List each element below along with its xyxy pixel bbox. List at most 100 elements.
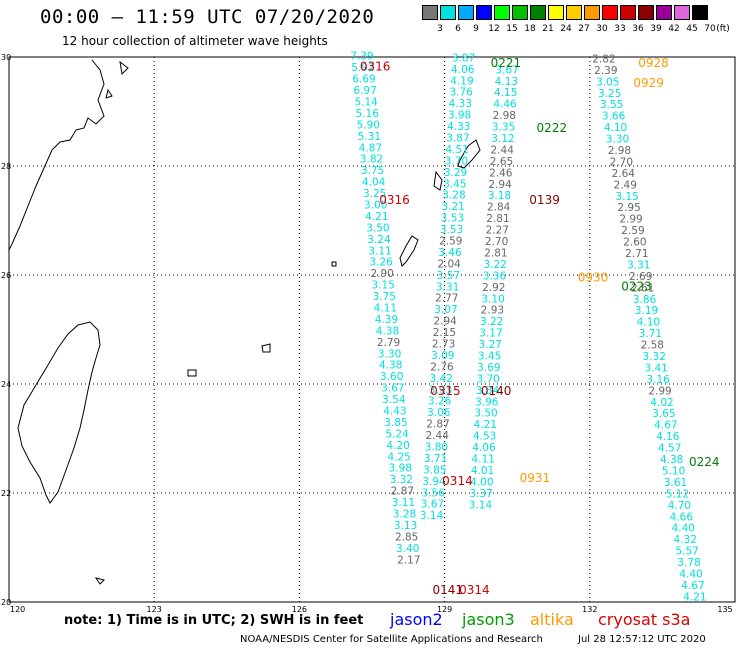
wave-height-value: 3.56 (422, 487, 446, 499)
track-a: 7.395.926.696.975.145.165.905.314.873.82… (350, 51, 420, 567)
wave-height-value: 4.20 (386, 440, 409, 452)
daito-islet (331, 261, 337, 267)
colorbar-label: 12 (488, 24, 500, 34)
track-d: 2.822.393.053.253.553.664.103.302.982.70… (592, 53, 706, 603)
wave-height-value: 2.15 (433, 327, 456, 339)
wave-height-value: 2.17 (397, 554, 420, 566)
wave-height-value: 4.19 (450, 75, 473, 87)
wave-height-value: 3.76 (449, 87, 473, 99)
wave-height-value: 4.53 (473, 431, 496, 443)
pass-time-label: 0931 (520, 471, 551, 485)
wave-height-value: 4.43 (383, 406, 406, 418)
colorbar-label: 24 (560, 24, 572, 34)
wave-height-value: 3.42 (429, 373, 452, 385)
wave-height-value: 3.46 (438, 247, 462, 259)
wave-height-value: 3.60 (380, 371, 403, 383)
legend-altika: altika (530, 610, 574, 629)
wave-height-value: 3.61 (664, 477, 687, 489)
wave-height-value: 3.45 (478, 350, 501, 362)
wave-height-value: 2.70 (610, 156, 633, 168)
wave-height-value: 3.36 (483, 270, 507, 282)
wave-height-value: 3.27 (479, 339, 502, 351)
wave-height-value: 4.40 (672, 523, 695, 535)
wave-height-value: 3.98 (389, 463, 412, 475)
wave-height-value: 4.16 (656, 431, 680, 443)
senkaku-islet (94, 577, 105, 585)
wave-height-value: 3.41 (644, 362, 667, 374)
wave-height-value: 4.21 (683, 591, 706, 603)
wave-height-value: 2.59 (621, 225, 644, 237)
wave-height-value: 4.15 (494, 87, 517, 99)
lon-tick-label: 123 (147, 605, 162, 614)
wave-height-value: 3.22 (483, 259, 506, 271)
wave-height-value: 4.40 (679, 568, 702, 580)
legend-jason2: jason2 (390, 610, 443, 629)
wave-height-value: 2.98 (493, 110, 516, 122)
wave-height-value: 3.87 (446, 132, 469, 144)
track-c: 3.674.134.154.462.983.353.122.442.652.46… (469, 64, 519, 511)
lon-tick-label: 120 (10, 605, 25, 614)
wave-height-value: 4.10 (637, 317, 660, 329)
colorbar-swatch (476, 5, 492, 20)
wave-height-value: 3.13 (394, 520, 417, 532)
wave-height-value: 3.29 (444, 167, 467, 179)
wave-height-value: 4.00 (470, 476, 493, 488)
wave-height-value: 5.14 (354, 97, 378, 109)
wave-height-value: 3.31 (436, 281, 459, 293)
wave-height-value: 5.57 (675, 546, 698, 558)
wave-height-value: 4.10 (604, 122, 627, 134)
wave-height-value: 2.85 (395, 531, 418, 543)
wave-height-value: 3.07 (434, 304, 457, 316)
colorbar-swatch (638, 5, 654, 20)
wave-height-value: 4.21 (365, 211, 388, 223)
wave-height-value: 3.75 (361, 165, 384, 177)
wave-height-value: 3.82 (360, 154, 383, 166)
track-b: 3.874.064.193.764.333.984.333.874.513.70… (420, 52, 475, 522)
wave-height-value: 4.11 (472, 453, 495, 465)
wave-height-value: 4.38 (376, 325, 399, 337)
pass-time-labels: 0316 0221 0928 0929 0222 0316 0139 0930 0223 0315… (360, 56, 720, 597)
colorbar-swatch (530, 5, 546, 20)
wave-height-value: 3.93 (429, 384, 452, 396)
wave-height-value: 4.67 (654, 420, 677, 432)
wave-height-value: 3.10 (481, 293, 504, 305)
wave-height-value: 2.64 (612, 168, 636, 180)
colorbar-label: 9 (473, 24, 479, 34)
pass-time-label: 0315 (430, 384, 461, 398)
wave-height-value: 3.67 (421, 499, 444, 511)
wave-height-value: 4.38 (379, 360, 402, 372)
lon-tick-label: 135 (717, 605, 732, 614)
wave-height-value: 2.04 (437, 258, 461, 270)
wave-height-value: 2.73 (432, 338, 455, 350)
wave-height-value: 3.26 (369, 257, 393, 269)
wave-height-value: 2.93 (481, 305, 504, 317)
pass-time-label: 0139 (529, 193, 560, 207)
pass-time-label: 0223 (621, 279, 652, 293)
colorbar-swatch (620, 5, 636, 20)
wave-height-value: 7.39 (350, 51, 373, 63)
colorbar-swatch (494, 5, 510, 20)
colorbar-swatch (458, 5, 474, 20)
wave-height-value: 4.66 (670, 511, 694, 523)
wave-height-value: 3.53 (440, 224, 463, 236)
yaeyama-island (187, 369, 197, 377)
wave-height-value: 2.95 (617, 202, 640, 214)
wave-height-value: 5.31 (358, 131, 381, 143)
wave-height-value: 4.06 (451, 64, 475, 76)
pass-time-label: 0930 (578, 271, 609, 285)
wave-height-value: 2.44 (491, 144, 515, 156)
wave-height-value: 3.21 (441, 201, 464, 213)
colorbar-label: 36 (632, 24, 644, 34)
wave-height-value: 3.35 (492, 122, 515, 134)
pass-time-label: 0314 (442, 474, 473, 488)
wave-height-value: 4.33 (447, 121, 470, 133)
wave-height-value: 2.59 (439, 235, 462, 247)
colorbar-label: 6 (455, 24, 461, 34)
pass-time-label: 0222 (537, 121, 568, 135)
wave-height-value: 4.87 (359, 142, 382, 154)
wave-height-value: 3.45 (443, 178, 466, 190)
wave-height-value: 3.31 (627, 259, 650, 271)
lon-tick-label: 126 (292, 605, 307, 614)
wave-height-value: 4.04 (362, 177, 386, 189)
lon-tick-label: 129 (437, 605, 452, 614)
